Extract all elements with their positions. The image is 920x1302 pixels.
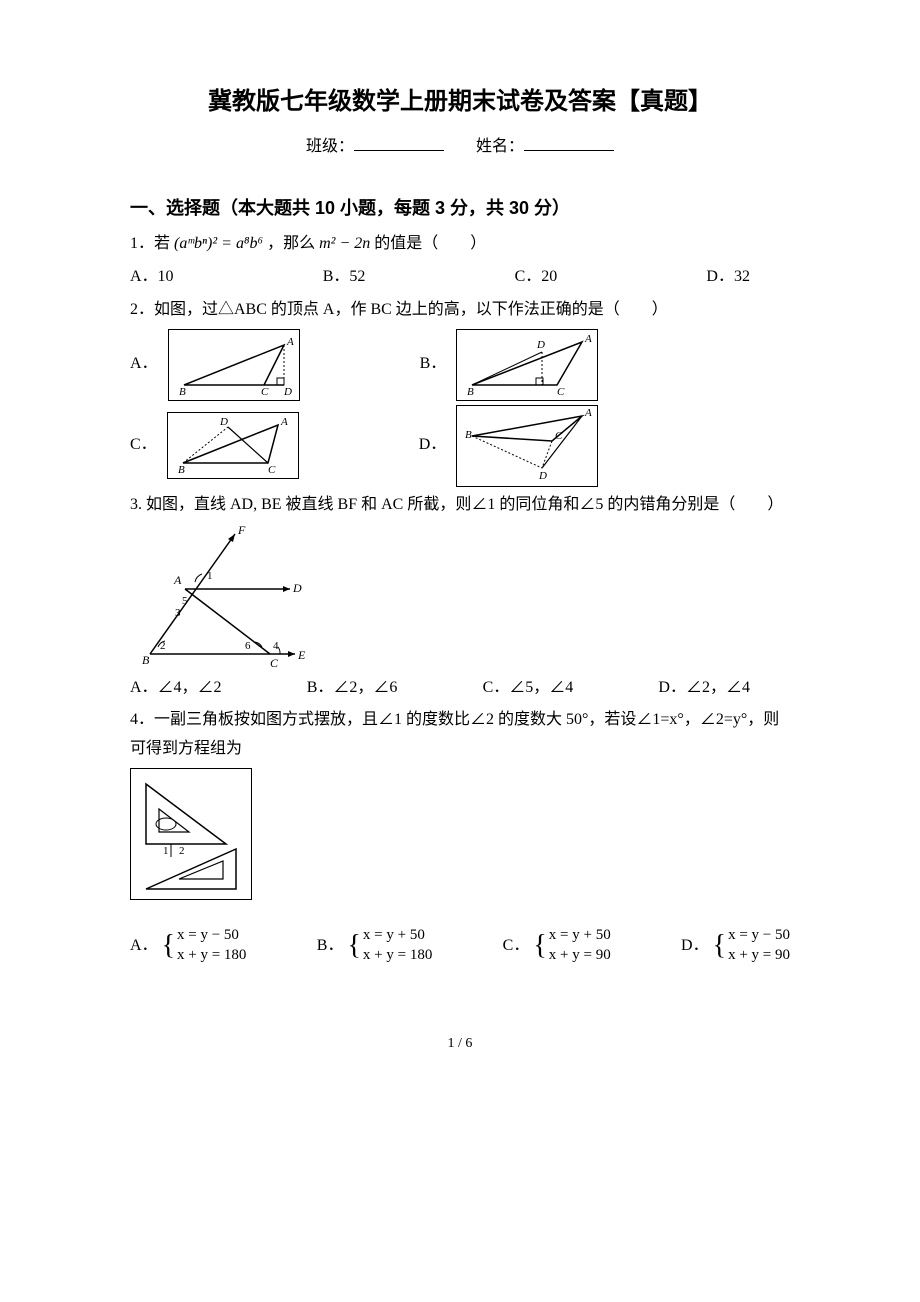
q4-a-line1: x = y − 50 — [177, 927, 239, 943]
svg-text:B: B — [467, 386, 474, 398]
svg-text:5: 5 — [182, 595, 188, 607]
q3-diagram: B C E D A F 1 5 3 2 6 4 — [130, 524, 790, 674]
q4-opt-c: C． { x = y + 50 x + y = 90 — [503, 921, 611, 971]
q2-label-a: A． — [130, 350, 158, 379]
svg-text:E: E — [297, 648, 306, 662]
svg-text:A: A — [584, 333, 592, 345]
brace-icon: { — [162, 921, 175, 971]
q4-opt-b: B． { x = y + 50 x + y = 180 — [317, 921, 433, 971]
brace-icon: { — [713, 921, 726, 971]
brace-icon: { — [347, 921, 360, 971]
svg-text:C: C — [270, 656, 279, 670]
name-label: 姓名： — [476, 138, 524, 155]
svg-text:2: 2 — [179, 845, 185, 857]
student-info: 班级： 姓名： — [130, 133, 790, 162]
svg-text:1: 1 — [207, 570, 213, 582]
svg-text:1: 1 — [163, 845, 169, 857]
svg-text:D: D — [292, 581, 302, 595]
svg-text:A: A — [584, 407, 592, 419]
q4-d-label: D． — [681, 937, 709, 954]
q2-diagram-b: B C D A — [456, 329, 598, 401]
class-blank — [354, 134, 444, 151]
svg-text:B: B — [179, 386, 186, 398]
q2-label-d: D． — [419, 431, 447, 460]
q4-c-line2: x + y = 90 — [549, 947, 611, 963]
svg-text:D: D — [538, 470, 547, 482]
q3-opt-a: A．∠4，∠2 — [130, 674, 222, 703]
q1-opt-c: C．20 — [515, 263, 558, 292]
q4-d-line2: x + y = 90 — [728, 947, 790, 963]
q1-stem-mid: ，那么 — [267, 235, 315, 252]
svg-text:C: C — [557, 386, 565, 398]
q4-b-line1: x = y + 50 — [363, 927, 425, 943]
svg-text:3: 3 — [175, 607, 181, 619]
q4-options: A． { x = y − 50 x + y = 180 B． { x = y +… — [130, 921, 790, 971]
brace-icon: { — [533, 921, 546, 971]
q2-label-b: B． — [420, 350, 447, 379]
question-2-stem: 2．如图，过△ABC 的顶点 A，作 BC 边上的高，以下作法正确的是（ ） — [130, 296, 790, 325]
svg-text:D: D — [283, 386, 292, 398]
q1-formula1: (aᵐbⁿ)² = a⁸b⁶ — [174, 235, 263, 252]
svg-text:D: D — [536, 339, 545, 351]
question-3-stem: 3. 如图，直线 AD, BE 被直线 BF 和 AC 所截，则∠1 的同位角和… — [130, 491, 790, 520]
q1-stem-pre: 1．若 — [130, 235, 170, 252]
svg-text:4: 4 — [273, 640, 279, 652]
q3-opt-c: C．∠5，∠4 — [483, 674, 574, 703]
name-blank — [524, 134, 614, 151]
q1-opt-d: D．32 — [706, 263, 750, 292]
q4-a-line2: x + y = 180 — [177, 947, 246, 963]
q4-d-line1: x = y − 50 — [728, 927, 790, 943]
q1-opt-b: B．52 — [323, 263, 366, 292]
q1-stem-post: 的值是（ ） — [374, 235, 486, 252]
q4-opt-a: A． { x = y − 50 x + y = 180 — [130, 921, 246, 971]
q2-row-ab: A． B C D A B． B C D A — [130, 329, 790, 401]
svg-text:6: 6 — [245, 640, 251, 652]
svg-text:B: B — [465, 429, 472, 441]
svg-text:F: F — [237, 524, 246, 537]
q4-b-line2: x + y = 180 — [363, 947, 432, 963]
page-footer: 1 / 6 — [130, 1031, 790, 1056]
q4-diagram: 1 2 — [130, 768, 252, 900]
q4-c-line1: x = y + 50 — [549, 927, 611, 943]
svg-text:D: D — [219, 416, 228, 428]
q3-options: A．∠4，∠2 B．∠2，∠6 C．∠5，∠4 D．∠2，∠4 — [130, 674, 750, 703]
svg-text:C: C — [261, 386, 269, 398]
q4-opt-d: D． { x = y − 50 x + y = 90 — [681, 921, 790, 971]
q1-formula2: m² − 2n — [319, 235, 370, 252]
q2-label-c: C． — [130, 431, 157, 460]
section-1-heading: 一、选择题（本大题共 10 小题，每题 3 分，共 30 分） — [130, 192, 790, 224]
q4-b-label: B． — [317, 937, 344, 954]
svg-text:C: C — [268, 464, 276, 476]
q2-diagram-d: B C A D — [456, 405, 598, 487]
svg-text:A: A — [280, 416, 288, 428]
q1-opt-a: A．10 — [130, 263, 174, 292]
q4-a-label: A． — [130, 937, 158, 954]
q1-options: A．10 B．52 C．20 D．32 — [130, 263, 750, 292]
question-1: 1．若 (aᵐbⁿ)² = a⁸b⁶ ，那么 m² − 2n 的值是（ ） — [130, 230, 790, 259]
q2-row-cd: C． B C D A D． B C A D — [130, 405, 790, 487]
q3-opt-b: B．∠2，∠6 — [307, 674, 398, 703]
question-4-stem: 4．一副三角板按如图方式摆放，且∠1 的度数比∠2 的度数大 50°，若设∠1=… — [130, 706, 790, 764]
svg-text:B: B — [142, 653, 150, 667]
svg-text:C: C — [555, 430, 563, 442]
q2-diagram-c: B C D A — [167, 412, 299, 479]
q3-opt-d: D．∠2，∠4 — [658, 674, 750, 703]
svg-text:A: A — [173, 573, 182, 587]
q2-diagram-a: B C D A — [168, 329, 300, 401]
svg-text:B: B — [178, 464, 185, 476]
class-label: 班级： — [306, 138, 354, 155]
page-title: 冀教版七年级数学上册期末试卷及答案【真题】 — [130, 80, 790, 123]
q4-c-label: C． — [503, 937, 530, 954]
svg-text:A: A — [286, 336, 294, 348]
